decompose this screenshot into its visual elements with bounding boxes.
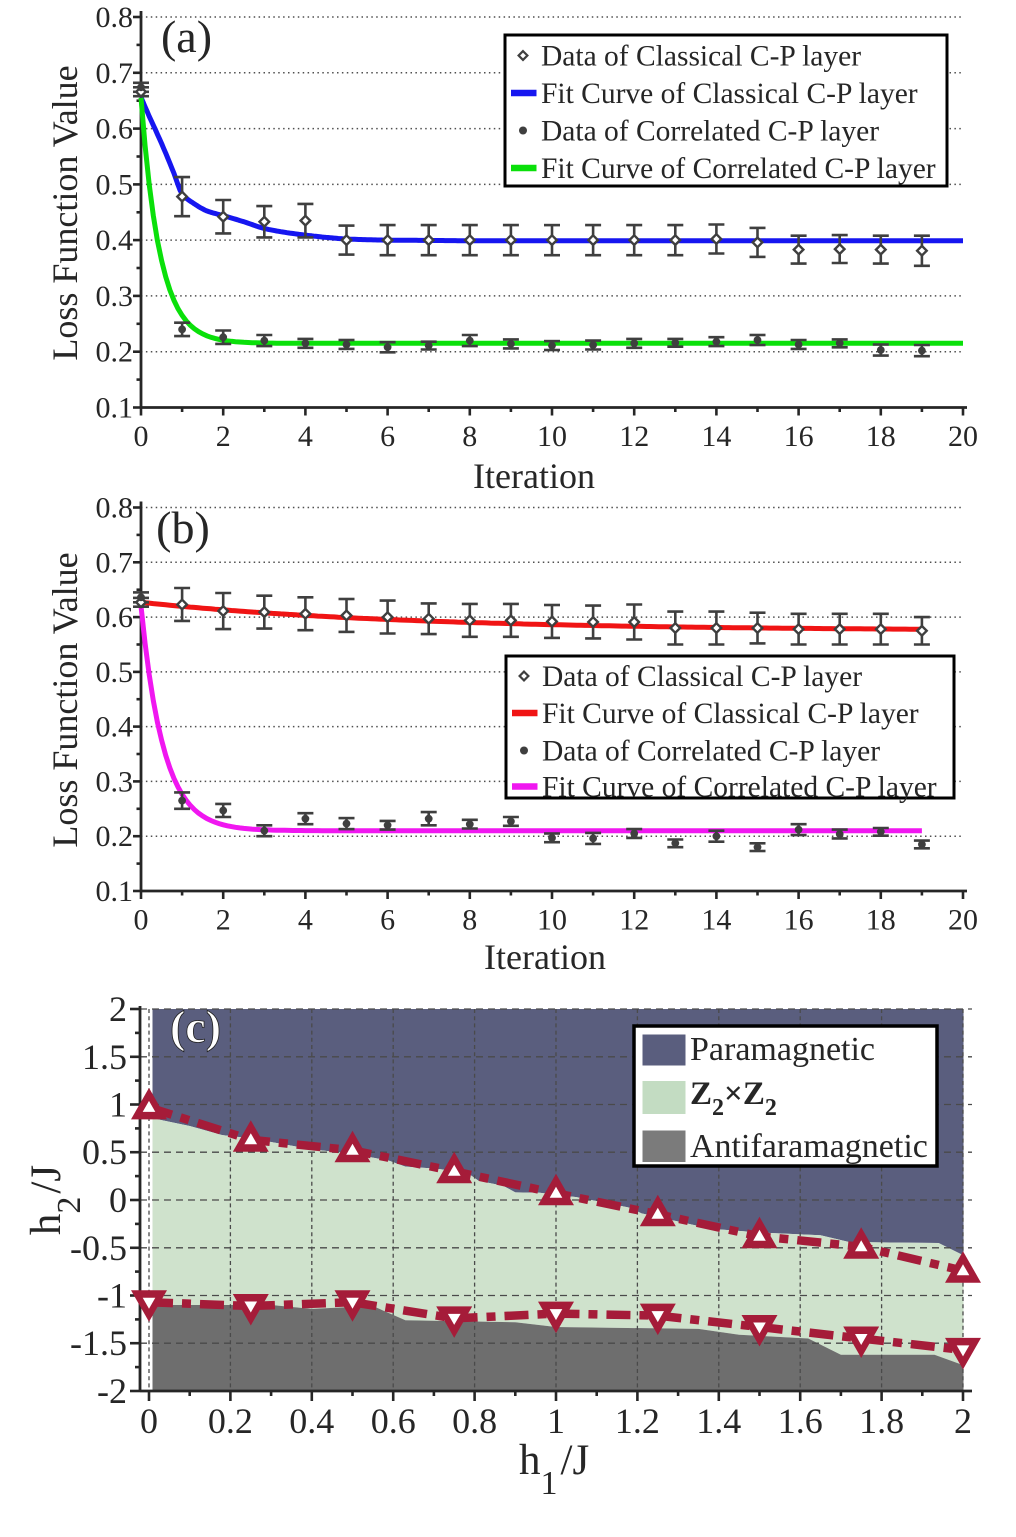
svg-text:20: 20 [948,420,978,453]
svg-text:0.4: 0.4 [96,224,134,257]
svg-text:Fit Curve of Correlated C-P la: Fit Curve of Correlated C-P layer [541,153,936,185]
svg-text:0.8: 0.8 [452,1401,497,1441]
svg-text:-2: -2 [97,1371,127,1411]
svg-text:-0.5: -0.5 [70,1228,127,1268]
svg-text:0.2: 0.2 [96,336,134,369]
svg-text:20: 20 [948,904,978,937]
svg-text:12: 12 [619,420,649,453]
svg-text:18: 18 [866,420,896,453]
svg-text:0.5: 0.5 [82,1132,127,1172]
svg-text:0: 0 [109,1180,127,1220]
svg-text:0.3: 0.3 [96,280,134,313]
svg-text:Iteration: Iteration [484,937,606,977]
svg-text:0.7: 0.7 [96,546,134,579]
svg-text:0.1: 0.1 [96,392,134,425]
svg-text:16: 16 [784,904,814,937]
svg-text:0.8: 0.8 [96,1,134,34]
svg-text:0.4: 0.4 [289,1401,334,1441]
svg-text:0.7: 0.7 [96,57,134,90]
svg-text:-1: -1 [97,1276,127,1316]
svg-text:Fit Curve of Correlated C-P la: Fit Curve of Correlated C-P layer [542,772,937,804]
svg-text:0.6: 0.6 [96,601,134,634]
svg-text:1.2: 1.2 [615,1401,660,1441]
svg-text:(b): (b) [156,502,210,553]
svg-text:Iteration: Iteration [473,456,595,496]
svg-text:8: 8 [462,904,477,937]
svg-text:Data of Correlated C-P layer: Data of Correlated C-P layer [541,116,879,148]
svg-text:1.8: 1.8 [859,1401,904,1441]
svg-text:0.2: 0.2 [208,1401,253,1441]
svg-text:2: 2 [216,904,231,937]
svg-text:12: 12 [619,904,649,937]
svg-text:1.4: 1.4 [696,1401,741,1441]
svg-text:1.5: 1.5 [82,1037,127,1077]
svg-text:16: 16 [784,420,814,453]
svg-text:Data of Correlated C-P layer: Data of Correlated C-P layer [542,736,880,768]
svg-text:1: 1 [547,1401,565,1441]
svg-text:0.3: 0.3 [96,765,134,798]
svg-text:14: 14 [701,904,731,937]
svg-text:6: 6 [380,904,395,937]
svg-text:18: 18 [866,904,896,937]
svg-text:Fit Curve of Classical C-P lay: Fit Curve of Classical C-P layer [541,78,918,110]
svg-text:(a): (a) [161,11,212,62]
svg-text:Paramagnetic: Paramagnetic [690,1031,875,1068]
svg-text:2: 2 [109,989,127,1029]
svg-text:2: 2 [216,420,231,453]
svg-text:Loss Function Value: Loss Function Value [45,65,85,360]
svg-text:0: 0 [134,904,149,937]
svg-text:0.5: 0.5 [96,168,134,201]
svg-text:Loss Function Value: Loss Function Value [45,552,85,847]
svg-text:1.6: 1.6 [778,1401,823,1441]
svg-text:Data of Classical C-P layer: Data of Classical C-P layer [542,661,862,693]
svg-text:1: 1 [109,1085,127,1125]
svg-text:0.5: 0.5 [96,656,134,689]
svg-text:-1.5: -1.5 [70,1323,127,1363]
svg-text:Data of Classical C-P layer: Data of Classical C-P layer [541,41,861,73]
svg-text:0.2: 0.2 [96,820,134,853]
svg-text:Antifaramagnetic: Antifaramagnetic [690,1128,928,1165]
svg-text:0: 0 [140,1401,158,1441]
svg-text:Fit Curve of Classical C-P lay: Fit Curve of Classical C-P layer [542,698,919,730]
svg-text:8: 8 [462,420,477,453]
svg-text:(c): (c) [170,1001,221,1052]
svg-text:0.4: 0.4 [96,711,134,744]
svg-text:10: 10 [537,904,567,937]
svg-text:0.6: 0.6 [371,1401,416,1441]
svg-text:0.1: 0.1 [96,875,134,908]
svg-text:10: 10 [537,420,567,453]
svg-text:4: 4 [298,904,313,937]
svg-text:4: 4 [298,420,313,453]
svg-text:6: 6 [380,420,395,453]
svg-text:0.6: 0.6 [96,113,134,146]
svg-text:14: 14 [701,420,731,453]
svg-text:0.8: 0.8 [96,492,134,525]
svg-text:2: 2 [954,1401,972,1441]
svg-text:0: 0 [134,420,149,453]
